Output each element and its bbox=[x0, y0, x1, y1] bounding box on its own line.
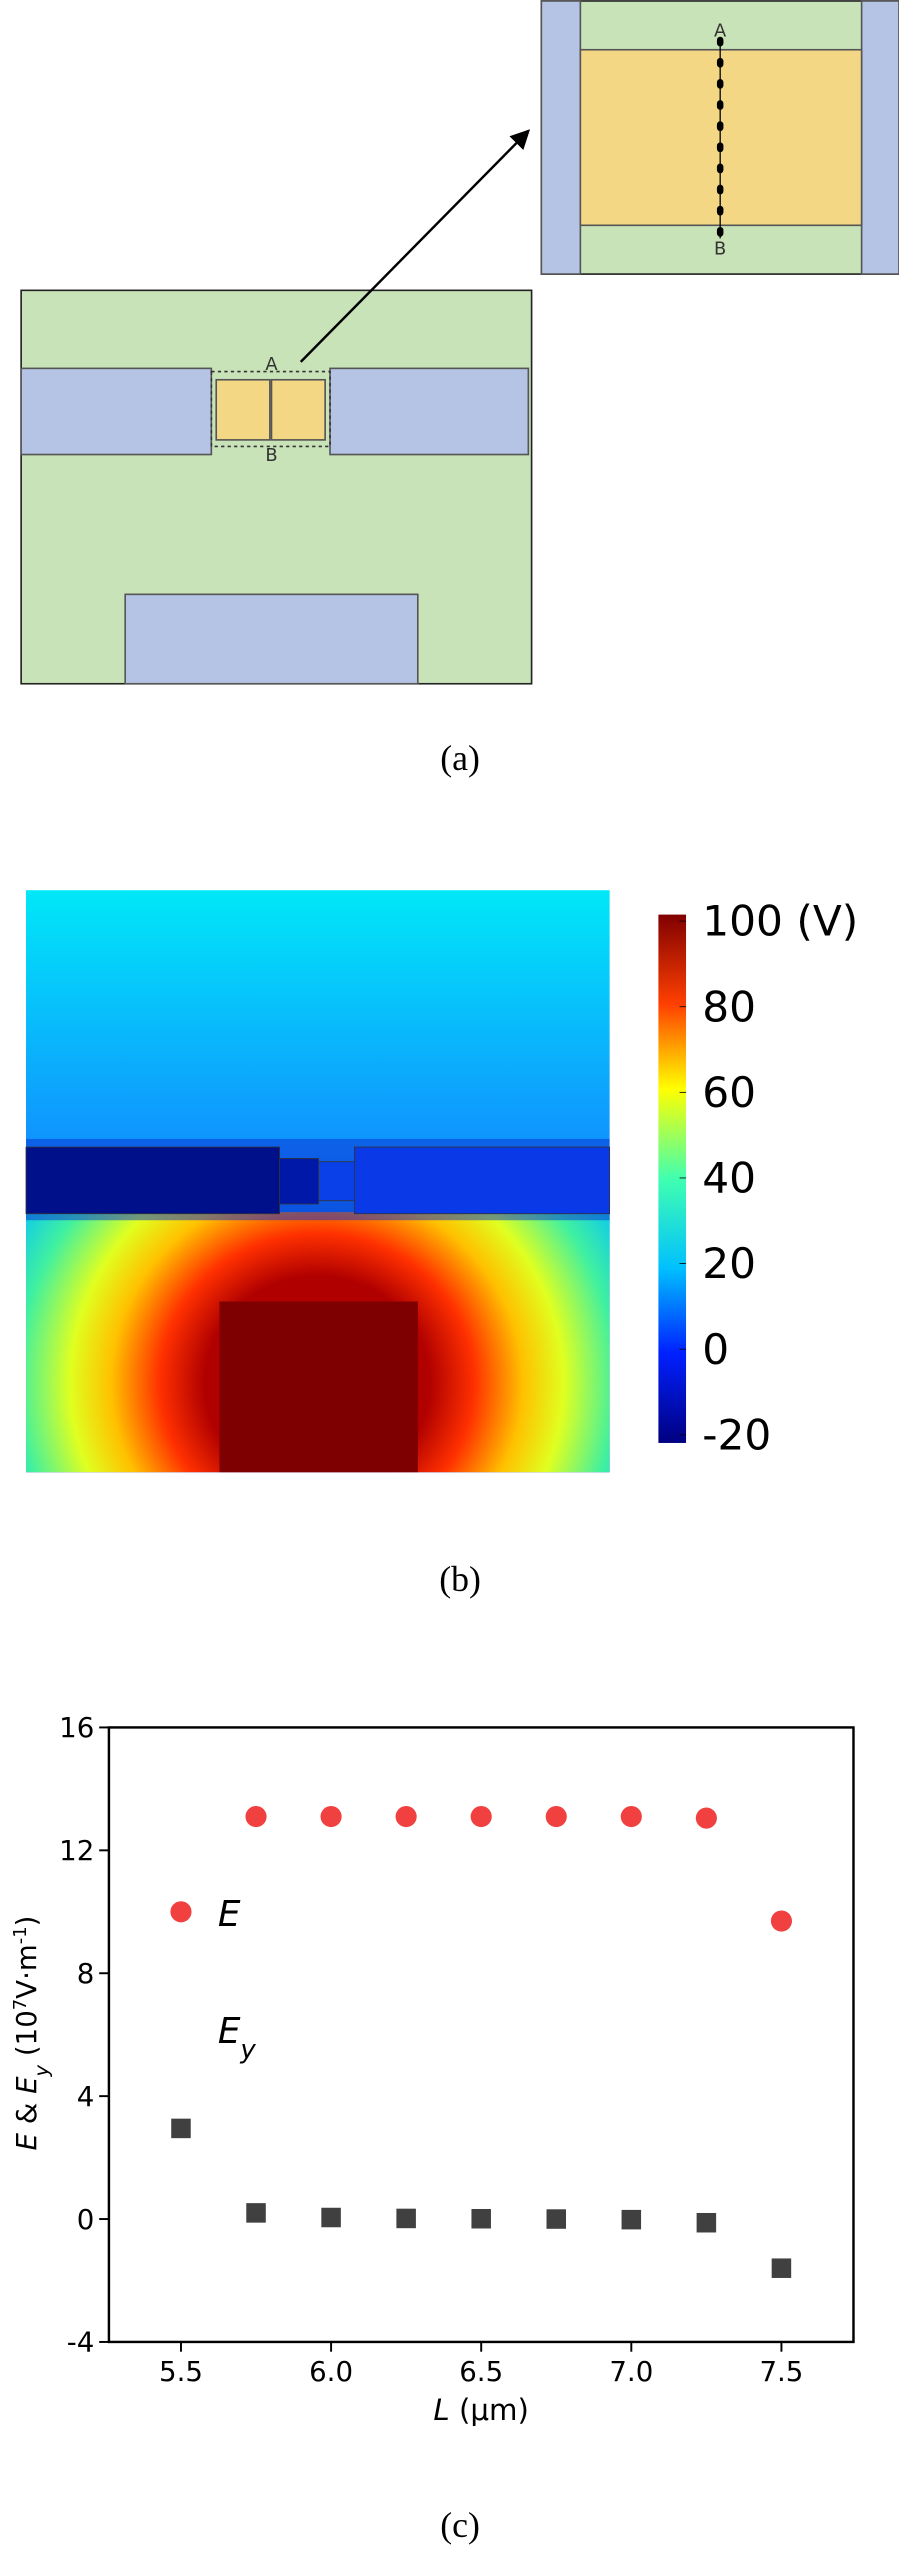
channel bbox=[579, 48, 863, 227]
point bbox=[770, 1910, 792, 1932]
electrode bbox=[20, 367, 213, 456]
gate bbox=[219, 1301, 418, 1473]
legend-label-part: y bbox=[239, 2035, 256, 2065]
point bbox=[246, 2203, 266, 2223]
x-label-part: L bbox=[433, 2393, 449, 2427]
colorbar-ticks: 100 (V) 80 60 40 20 0 -20 bbox=[679, 897, 858, 1459]
legend-label: E bbox=[218, 1894, 241, 1935]
colorbar-tick-label: 0 bbox=[702, 1325, 729, 1374]
electrode bbox=[860, 0, 899, 275]
channel bbox=[318, 1161, 355, 1202]
point bbox=[171, 2118, 191, 2139]
y-label-part: 7 bbox=[9, 1999, 30, 2010]
point bbox=[696, 2212, 717, 2233]
panel-c: 5.5 6.0 6.5 7.0 7.5 -4 0 4 8 12 16 L (μm) E & Ey (… bbox=[9, 1711, 855, 2545]
panel-a: A B A B (a) bbox=[20, 0, 899, 778]
point bbox=[396, 2208, 416, 2229]
x-tick-label: 6.5 bbox=[459, 2355, 503, 2388]
y-label-part: y bbox=[29, 2064, 52, 2077]
point bbox=[621, 2209, 642, 2230]
y-label-part: -1 bbox=[9, 1926, 30, 1944]
point bbox=[771, 2258, 792, 2278]
colorbar-tick-label: 20 bbox=[702, 1239, 756, 1288]
x-tick-label: 6.0 bbox=[309, 2355, 353, 2388]
caption: (b) bbox=[439, 1559, 481, 1599]
y-tick-label: 12 bbox=[59, 1834, 94, 1867]
x-axis-label: L (μm) bbox=[433, 2393, 529, 2427]
label: A bbox=[265, 354, 278, 375]
x-tick-label: 7.5 bbox=[759, 2355, 803, 2388]
x-tick-label: 7.0 bbox=[609, 2355, 653, 2388]
y-label-part: & bbox=[10, 2094, 43, 2133]
channel bbox=[215, 378, 271, 441]
label: A bbox=[714, 21, 727, 42]
point bbox=[545, 1805, 567, 1828]
colorbar-tick-label: 80 bbox=[702, 982, 756, 1031]
electrode bbox=[25, 1146, 281, 1215]
y-label-part: V·m bbox=[10, 1944, 43, 1999]
colorbar bbox=[658, 914, 687, 1443]
point bbox=[470, 1805, 492, 1828]
y-tick-label: 0 bbox=[77, 2203, 95, 2236]
label: B bbox=[714, 239, 726, 260]
point bbox=[546, 2209, 567, 2229]
colorbar-tick-label: 100 (V) bbox=[702, 897, 858, 946]
point bbox=[245, 1805, 267, 1828]
point bbox=[321, 2207, 341, 2228]
y-label-part: E bbox=[10, 2076, 43, 2094]
y-label-part: ) bbox=[10, 1916, 43, 1927]
electrode bbox=[540, 0, 582, 275]
arrow bbox=[299, 129, 531, 363]
point bbox=[471, 2208, 491, 2229]
x-label-part: (μm) bbox=[450, 2393, 529, 2427]
caption: (a) bbox=[440, 738, 480, 778]
channel bbox=[279, 1158, 320, 1205]
point bbox=[695, 1807, 717, 1829]
y-tick-label: 8 bbox=[77, 1957, 95, 1990]
caption: (c) bbox=[440, 2505, 480, 2545]
point bbox=[620, 1805, 642, 1828]
legend-label: Ey bbox=[218, 2011, 257, 2065]
channel bbox=[270, 378, 326, 441]
panel-b: 100 (V) 80 60 40 20 0 -20 (b) bbox=[25, 890, 858, 1599]
legend-label-part: E bbox=[218, 2011, 241, 2052]
y-tick-label: -4 bbox=[67, 2326, 95, 2359]
colorbar-tick-label: 60 bbox=[702, 1068, 756, 1117]
x-tick-label: 5.5 bbox=[159, 2355, 203, 2388]
electrode bbox=[329, 367, 530, 456]
y-tick-label: 4 bbox=[77, 2080, 95, 2113]
gate bbox=[124, 593, 419, 685]
point bbox=[395, 1805, 417, 1828]
y-tick-label: 16 bbox=[59, 1711, 94, 1744]
plot: 5.5 6.0 6.5 7.0 7.5 -4 0 4 8 12 16 bbox=[59, 1711, 803, 2388]
point bbox=[170, 1901, 192, 1923]
point bbox=[320, 1805, 342, 1828]
electrode bbox=[353, 1146, 611, 1215]
colorbar-tick-label: -20 bbox=[702, 1410, 771, 1459]
label: B bbox=[265, 445, 277, 466]
colorbar-tick-label: 40 bbox=[702, 1154, 756, 1203]
y-label-part: E bbox=[10, 2133, 43, 2151]
y-axis-label: E & Ey (107V·m-1) bbox=[9, 1916, 52, 2151]
y-label-part: (10 bbox=[10, 2010, 43, 2065]
